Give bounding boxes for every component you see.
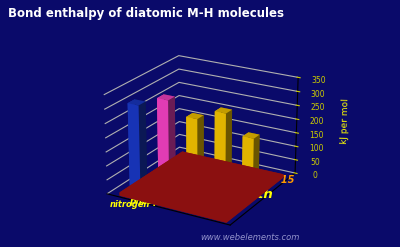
Text: Bond enthalpy of diatomic M-H molecules: Bond enthalpy of diatomic M-H molecules — [8, 7, 284, 21]
Text: www.webelements.com: www.webelements.com — [200, 233, 299, 242]
